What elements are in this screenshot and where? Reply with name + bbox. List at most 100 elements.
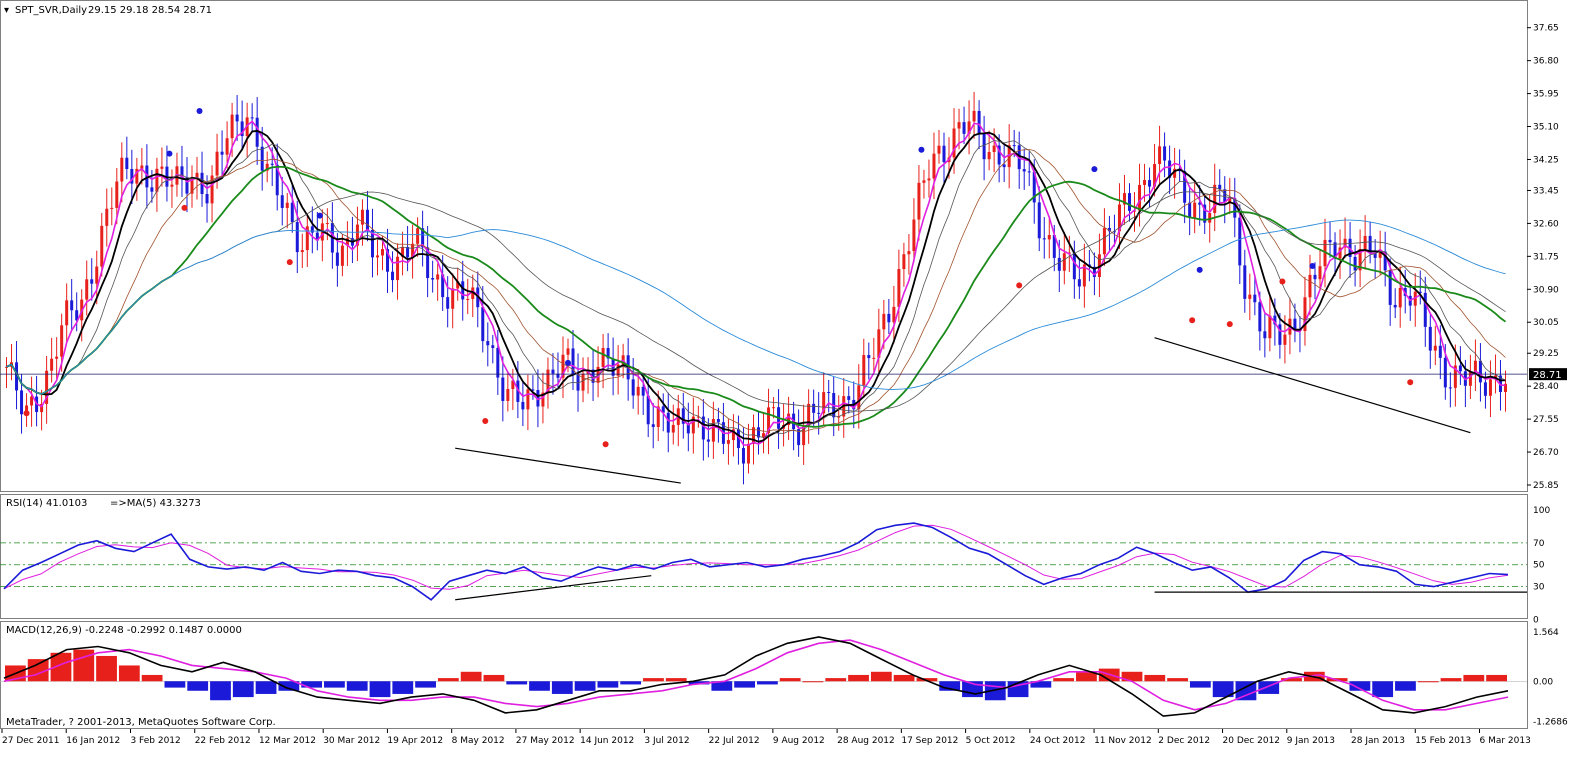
macd-histogram-bar [1372, 681, 1394, 698]
candle-body [1117, 204, 1121, 232]
candle-body [1283, 334, 1287, 345]
main-price-panel[interactable] [0, 0, 1528, 492]
candle-body [681, 408, 685, 424]
candle-body [651, 424, 655, 427]
candle-body [381, 249, 385, 256]
candle-body [170, 184, 174, 187]
candle-body [360, 209, 364, 225]
candle-body [315, 232, 319, 241]
candle-body [917, 182, 921, 220]
macd-histogram-bar [1281, 678, 1302, 682]
candle-body [60, 325, 64, 357]
macd-histogram-bar [324, 681, 345, 688]
time-tick-label: 14 Jun 2012 [580, 736, 634, 746]
candle-body [531, 389, 535, 391]
candle-body [1308, 274, 1312, 298]
price-tick-label: 30.05 [1533, 318, 1559, 328]
rsi-tick-label: 50 [1533, 561, 1545, 571]
macd-histogram-bar [1121, 671, 1143, 682]
price-tick-label: 32.60 [1533, 219, 1559, 229]
candle-body [1143, 180, 1147, 185]
macd-histogram-bar [711, 681, 733, 691]
time-tick-label: 20 Dec 2012 [1223, 736, 1281, 746]
macd-histogram-bar [1349, 681, 1371, 691]
macd-histogram-bar [848, 674, 869, 682]
candle-body [295, 222, 299, 253]
candle-body [551, 369, 555, 374]
candle-body [1293, 318, 1297, 331]
candle-body [1328, 239, 1332, 243]
candle-body [847, 396, 851, 400]
candle-body [100, 225, 104, 267]
time-tick-label: 11 Nov 2012 [1094, 736, 1152, 746]
rsi-ma-title: =>MA(5) 43.3273 [110, 498, 201, 509]
candle-body [666, 412, 670, 433]
candle-body [25, 405, 29, 415]
time-tick-label: 3 Feb 2012 [130, 736, 180, 746]
candle-body [1443, 357, 1447, 388]
macd-histogram-bar [141, 674, 163, 682]
candle-body [426, 247, 430, 279]
candle-body [1423, 292, 1427, 327]
main-panel-title-arrow[interactable]: ▾ [4, 5, 9, 16]
macd-histogram-bar [1167, 678, 1188, 682]
candle-body [75, 310, 79, 321]
candle-body [220, 151, 224, 155]
candle-body [1077, 279, 1081, 287]
price-area [0, 91, 1527, 485]
ma-34-line [6, 166, 1507, 428]
candle-body [691, 416, 695, 434]
rsi-panel-title: RSI(14) 41.0103 [6, 498, 87, 509]
candle-body [1473, 360, 1477, 372]
macd-histogram-bar [1189, 681, 1211, 688]
macd-histogram-bar [1076, 671, 1097, 682]
time-tick-label: 5 Oct 2012 [966, 736, 1016, 746]
fractal-up-dot [1309, 263, 1316, 270]
price-tick-label: 35.95 [1533, 90, 1559, 100]
candle-body [1438, 345, 1442, 358]
candle-body [1448, 387, 1452, 389]
candle-body [877, 329, 881, 358]
macd-tick-label: 0.00 [1533, 677, 1553, 687]
candle-body [1238, 217, 1242, 266]
candle-body [105, 208, 109, 226]
candle-body [872, 357, 876, 359]
candle-body [616, 364, 620, 376]
candle-body [305, 226, 309, 251]
candle-body [757, 427, 761, 438]
candle-body [661, 406, 665, 413]
price-tick-label: 29.25 [1533, 349, 1559, 359]
candle-body [857, 385, 861, 410]
candle-body [110, 207, 114, 209]
candle-body [671, 424, 675, 433]
candle-body [1478, 360, 1482, 383]
macd-histogram-bar [939, 681, 961, 691]
candle-body [125, 157, 129, 170]
candle-body [365, 209, 369, 230]
candle-body [1072, 252, 1076, 280]
macd-histogram-bar [529, 681, 550, 691]
time-tick-label: 15 Feb 2013 [1415, 736, 1471, 746]
fractal-up-dot [166, 150, 173, 157]
macd-histogram-bar [1235, 681, 1257, 701]
candle-body [230, 114, 234, 139]
candle-body [466, 298, 470, 300]
candle-body [922, 180, 926, 183]
candle-body [1213, 184, 1217, 214]
candle-body [1358, 249, 1362, 271]
candle-body [696, 416, 700, 418]
candle-body [1127, 193, 1131, 211]
candle-body [822, 392, 826, 414]
candle-body [1102, 227, 1106, 255]
time-tick-label: 6 Mar 2013 [1480, 736, 1531, 746]
rsi-panel[interactable] [0, 494, 1528, 619]
macd-panel[interactable] [0, 621, 1528, 729]
macd-histogram-bar [187, 681, 209, 691]
candle-body [787, 413, 791, 425]
candle-body [506, 389, 510, 401]
candle-body [1263, 331, 1267, 339]
candle-body [1323, 239, 1327, 267]
macd-line [3, 636, 1509, 717]
candle-body [411, 243, 415, 258]
fractal-up-dot [1091, 166, 1098, 173]
